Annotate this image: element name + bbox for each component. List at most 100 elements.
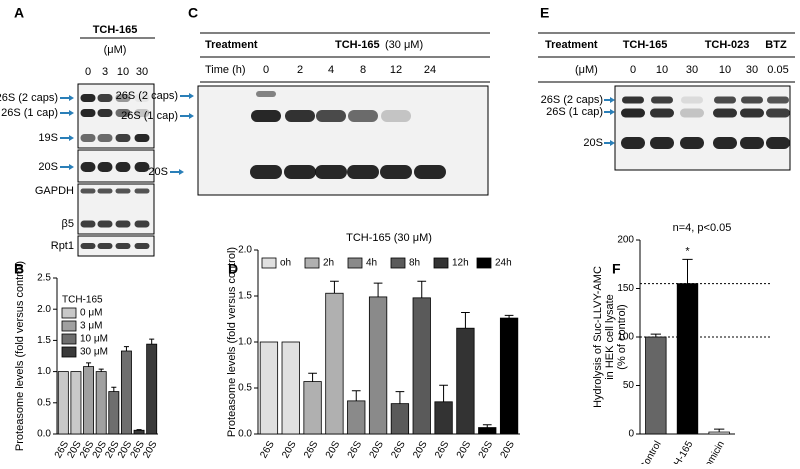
bar <box>303 381 322 435</box>
arrow-head <box>69 110 74 116</box>
legend-label: 0 μM <box>80 308 102 319</box>
error-bar <box>98 368 104 372</box>
legend-label: 8h <box>409 258 420 269</box>
band <box>134 94 150 102</box>
band <box>621 137 645 149</box>
band <box>80 243 96 249</box>
error-bar <box>504 314 514 319</box>
bar <box>70 371 82 435</box>
legend-label: 2h <box>323 258 334 269</box>
band <box>347 165 379 179</box>
group-label: TCH-165 <box>623 39 668 51</box>
arrow-head <box>189 113 194 119</box>
band-label: 26S (1 cap) <box>1 107 58 119</box>
error-bar <box>682 258 693 284</box>
panel-letter: C <box>188 5 198 21</box>
x-tick-label: 20S <box>324 439 343 460</box>
band <box>115 243 131 249</box>
bar <box>499 317 519 435</box>
band <box>115 94 131 102</box>
error-bar <box>482 424 492 428</box>
bar <box>325 292 344 435</box>
panel-letter: B <box>14 261 24 277</box>
chart-title: TCH-165 (30 μM) <box>346 232 432 244</box>
error-bar <box>123 346 129 352</box>
bar <box>645 336 667 435</box>
error-bar <box>308 372 317 382</box>
y-tick-label: 0.0 <box>238 429 252 440</box>
band <box>97 162 113 172</box>
band <box>115 220 131 228</box>
blot-unit: (μM) <box>575 64 598 76</box>
band <box>251 110 281 122</box>
band-label: 20S <box>583 137 603 149</box>
legend-label: 10 μM <box>80 334 108 345</box>
band-label: GAPDH <box>35 185 74 197</box>
bar <box>95 371 107 435</box>
band <box>380 165 412 179</box>
bar <box>133 429 145 435</box>
panel-letter: D <box>228 261 238 277</box>
legend-swatch <box>433 257 449 269</box>
legend-label: 3 μM <box>80 321 102 332</box>
band-label: Rpt1 <box>51 240 74 252</box>
bar <box>281 341 300 435</box>
x-tick-label: 26S <box>433 439 452 460</box>
y-tick-label: 1.0 <box>238 337 252 348</box>
band-label: 26S (2 caps) <box>0 92 58 104</box>
band <box>97 134 113 142</box>
band <box>134 188 150 194</box>
band <box>97 109 113 117</box>
band <box>80 188 96 194</box>
y-tick-label: 2.0 <box>238 245 252 256</box>
band-label: 19S <box>38 132 58 144</box>
band <box>650 137 674 149</box>
error-bar <box>86 362 92 367</box>
band <box>315 165 347 179</box>
bar <box>83 366 95 435</box>
group-label: BTZ <box>765 39 787 51</box>
arrow-head <box>189 93 194 99</box>
bar <box>412 297 431 435</box>
band <box>650 108 674 118</box>
y-axis-label: (% of control) <box>616 304 628 369</box>
error-bar <box>330 280 339 294</box>
y-tick-label: 50 <box>623 380 635 391</box>
y-tick-label: 100 <box>617 332 634 343</box>
legend-label: 12h <box>452 258 469 269</box>
legend-swatch <box>476 257 492 269</box>
error-bar <box>439 384 448 402</box>
y-tick-label: 150 <box>617 283 634 294</box>
x-tick-label: TCH-165 <box>666 439 696 464</box>
lane-label: 10 <box>719 64 731 76</box>
x-tick-label: 20S <box>411 439 430 460</box>
band <box>680 108 704 118</box>
bar <box>434 401 453 435</box>
band <box>134 243 150 249</box>
band <box>714 96 736 104</box>
bar <box>146 343 158 435</box>
band <box>348 110 378 122</box>
arrow-head <box>179 169 184 175</box>
arrow-head <box>69 95 74 101</box>
bar <box>708 431 730 435</box>
lane-label: 4 <box>328 64 334 76</box>
x-tick-label: 26S <box>258 439 277 460</box>
panel-letter: E <box>540 5 549 21</box>
bar <box>108 391 120 435</box>
y-tick-label: 0.5 <box>238 383 252 394</box>
y-tick-label: 1.5 <box>37 335 51 346</box>
lane-label: 24 <box>424 64 436 76</box>
lane-label: 0 <box>630 64 636 76</box>
band <box>766 137 790 149</box>
legend-swatch <box>261 257 277 269</box>
bar <box>120 350 132 435</box>
significance-mark: * <box>685 245 690 257</box>
y-tick-label: 2.5 <box>37 273 51 284</box>
band <box>97 243 113 249</box>
error-bar <box>461 312 470 329</box>
band <box>381 110 411 122</box>
lane-label: 3 <box>102 66 108 78</box>
bar <box>57 371 69 435</box>
band-label: 26S (1 cap) <box>121 110 178 122</box>
